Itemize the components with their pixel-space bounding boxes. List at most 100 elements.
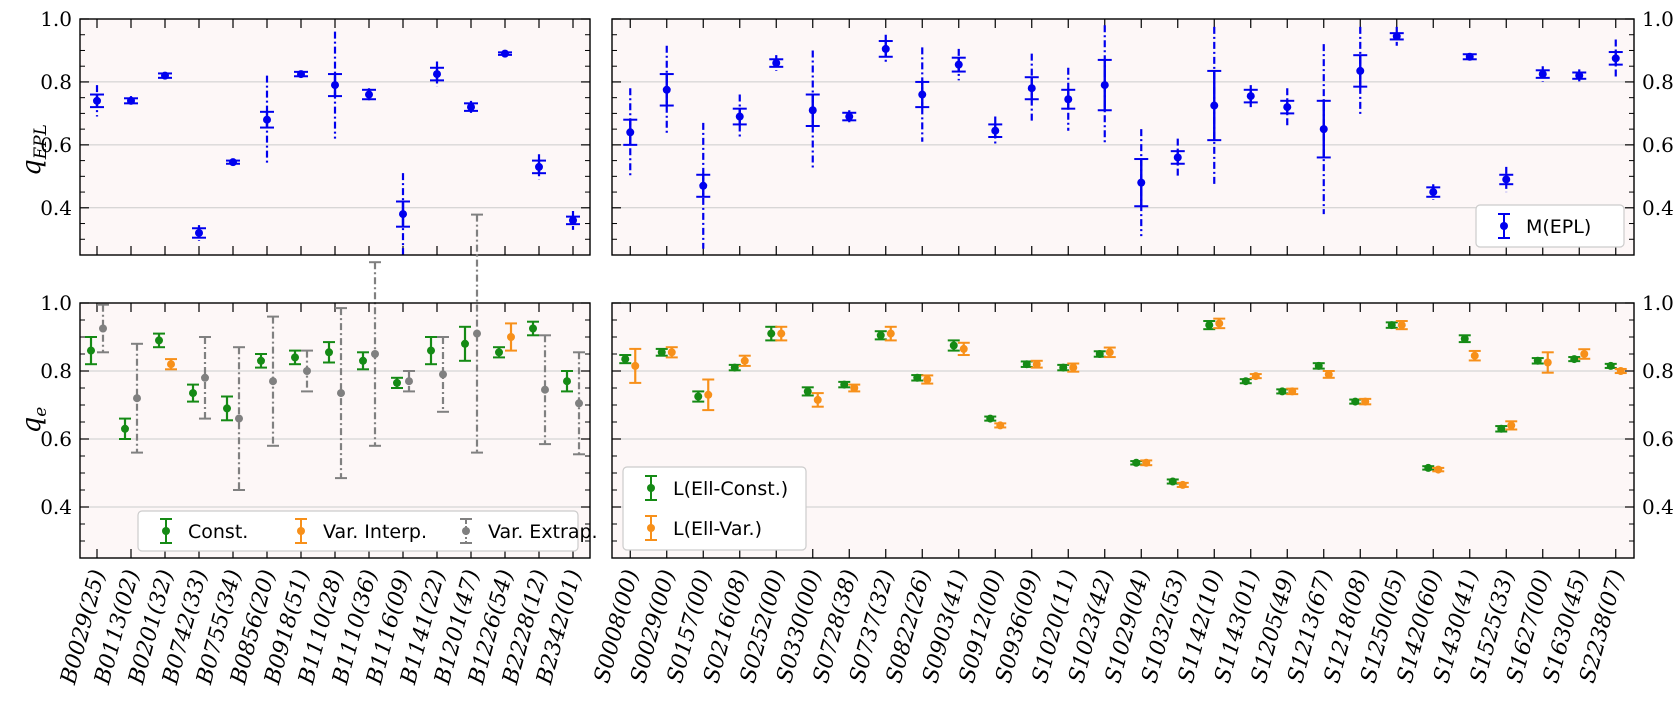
- data-point-group: [493, 346, 505, 359]
- data-point-group: [1353, 26, 1368, 115]
- y-tick-label: 0.8: [1642, 70, 1674, 94]
- data-point: [133, 394, 141, 403]
- data-point-group: [1103, 346, 1116, 359]
- legend-marker-dot: [297, 527, 305, 535]
- data-point: [1095, 350, 1104, 358]
- data-point-group: [391, 376, 403, 389]
- data-point: [1069, 363, 1078, 372]
- data-point: [1283, 103, 1292, 112]
- data-point: [1351, 397, 1360, 406]
- data-point: [337, 389, 345, 398]
- data-point: [850, 384, 859, 392]
- data-point: [886, 329, 895, 338]
- data-point-group: [90, 85, 104, 117]
- data-point: [1424, 463, 1433, 472]
- data-point: [1178, 480, 1187, 489]
- data-point-group: [1030, 359, 1043, 369]
- data-point: [427, 346, 435, 355]
- data-point: [667, 348, 676, 357]
- plot-frame: [79, 18, 591, 256]
- data-point-group: [226, 158, 240, 167]
- data-point: [1470, 351, 1479, 360]
- data-point: [840, 380, 849, 389]
- data-point: [1356, 66, 1365, 75]
- data-point-group: [805, 50, 820, 171]
- data-point: [501, 49, 509, 58]
- legend-box: [622, 466, 807, 551]
- data-point: [269, 377, 277, 386]
- data-point-group: [1432, 465, 1445, 474]
- data-point-group: [289, 349, 301, 366]
- data-point: [365, 90, 373, 99]
- data-point-group: [769, 55, 784, 71]
- data-point-group: [1093, 350, 1106, 358]
- data-point: [1022, 360, 1031, 369]
- data-point-group: [629, 347, 642, 384]
- legend-marker-dot: [162, 527, 170, 535]
- data-point: [495, 348, 503, 357]
- y-tick-label: 1.0: [40, 291, 72, 315]
- data-point: [918, 90, 927, 99]
- data-point: [662, 85, 671, 94]
- data-point: [1538, 70, 1547, 79]
- data-point: [986, 414, 995, 423]
- data-point: [1032, 360, 1041, 369]
- data-point-group: [1505, 420, 1518, 431]
- data-point: [1132, 458, 1141, 467]
- data-point-group: [655, 347, 668, 357]
- data-point-group: [1170, 138, 1185, 177]
- data-point: [405, 377, 413, 386]
- data-point-group: [561, 370, 573, 393]
- data-point: [371, 350, 379, 358]
- data-point-group: [951, 48, 966, 81]
- data-point: [433, 70, 441, 79]
- data-point-group: [811, 392, 824, 408]
- data-point: [161, 71, 169, 80]
- panel-top-right: 1.0 0.8 0.6 0.4 M(EPL): [611, 7, 1674, 256]
- legend-box: [137, 510, 579, 552]
- data-point: [303, 367, 311, 375]
- data-point: [913, 373, 922, 382]
- data-point-group: [1495, 424, 1508, 433]
- legend-label: L(Ell-Const.): [673, 478, 788, 500]
- data-point-group: [1426, 184, 1441, 200]
- data-point-group: [498, 49, 512, 58]
- data-point: [1319, 125, 1328, 134]
- data-point: [1616, 367, 1625, 375]
- data-point-group: [1097, 25, 1112, 145]
- legend-label: Var. Extrap.: [488, 521, 598, 543]
- data-point: [1460, 334, 1469, 343]
- data-point: [263, 115, 271, 124]
- data-point: [1137, 178, 1146, 187]
- data-point-group: [85, 336, 97, 366]
- data-point-group: [1604, 361, 1617, 370]
- data-point-group: [1166, 477, 1179, 486]
- data-point-group: [1322, 370, 1335, 379]
- data-point: [1533, 356, 1542, 365]
- panel-bottom-left: 1.00.80.60.4B0029(25)B0113(02)B0201(32)B…: [40, 213, 598, 688]
- data-point: [297, 70, 305, 79]
- data-point-group: [915, 47, 930, 142]
- data-point-group: [357, 351, 369, 371]
- data-point-group: [1541, 351, 1554, 374]
- y-tick-label: 1.0: [1642, 7, 1674, 31]
- data-point: [1173, 153, 1182, 162]
- data-point-group: [696, 122, 711, 249]
- data-point: [808, 106, 817, 115]
- data-point: [740, 356, 749, 365]
- data-point-group: [1389, 26, 1404, 46]
- data-point-group: [838, 380, 851, 389]
- data-point-group: [1359, 397, 1372, 406]
- data-point: [621, 355, 630, 364]
- data-point-group: [957, 341, 970, 357]
- data-point-group: [728, 363, 741, 372]
- data-point: [923, 375, 932, 384]
- data-point: [1502, 175, 1511, 184]
- legend-marker-dot: [462, 527, 470, 535]
- data-point-group: [573, 351, 585, 456]
- data-point-group: [1024, 53, 1039, 123]
- data-point-group: [1312, 361, 1325, 370]
- data-point-group: [692, 390, 705, 403]
- data-point: [1210, 101, 1219, 110]
- data-point-group: [459, 325, 471, 362]
